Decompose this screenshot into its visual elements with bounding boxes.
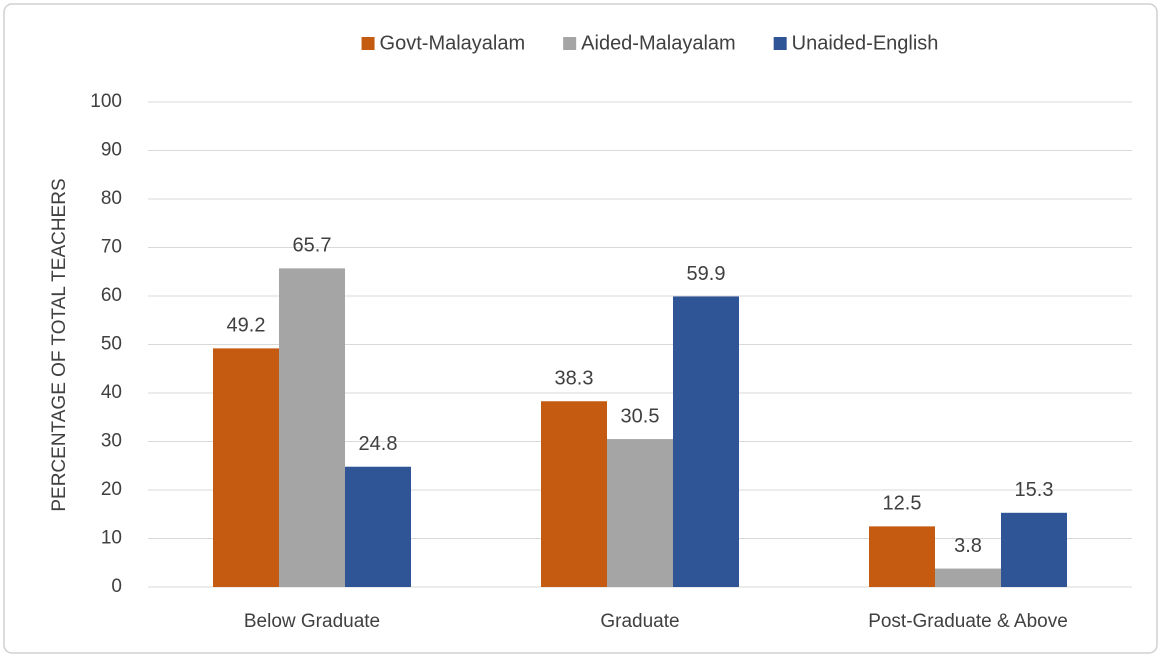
bar bbox=[1001, 512, 1067, 587]
bar bbox=[213, 348, 279, 587]
data-label: 30.5 bbox=[621, 405, 660, 427]
bar bbox=[607, 439, 673, 587]
y-tick-label: 80 bbox=[101, 188, 122, 209]
bar bbox=[279, 268, 345, 587]
data-label: 49.2 bbox=[227, 315, 266, 337]
y-tick-label: 100 bbox=[90, 91, 122, 112]
data-label: 59.9 bbox=[687, 263, 726, 285]
y-tick-label: 0 bbox=[111, 576, 122, 597]
legend-swatch bbox=[773, 37, 787, 50]
data-label: 3.8 bbox=[954, 535, 982, 557]
y-tick-label: 60 bbox=[101, 285, 122, 306]
legend-label: Aided-Malayalam bbox=[581, 32, 736, 54]
data-label: 15.3 bbox=[1015, 479, 1054, 501]
legend-label: Govt-Malayalam bbox=[380, 32, 526, 54]
legend-label: Unaided-English bbox=[792, 32, 939, 54]
bar bbox=[869, 526, 935, 587]
y-tick-label: 30 bbox=[101, 431, 122, 452]
y-tick-label: 40 bbox=[101, 382, 122, 403]
bar bbox=[673, 296, 739, 587]
y-tick-label: 20 bbox=[101, 479, 122, 500]
bar bbox=[541, 401, 607, 587]
x-tick-label: Post-Graduate & Above bbox=[868, 611, 1068, 632]
data-label: 38.3 bbox=[555, 368, 594, 390]
bar bbox=[935, 568, 1001, 587]
y-axis-label: PERCENTAGE OF TOTAL TEACHERS bbox=[49, 178, 70, 511]
x-tick-label: Below Graduate bbox=[244, 611, 380, 632]
y-tick-label: 70 bbox=[101, 237, 122, 258]
x-tick-label: Graduate bbox=[600, 611, 679, 632]
data-label: 65.7 bbox=[293, 235, 332, 257]
data-label: 24.8 bbox=[359, 433, 398, 455]
legend-swatch bbox=[361, 37, 375, 50]
y-tick-label: 90 bbox=[101, 140, 122, 161]
y-tick-label: 50 bbox=[101, 334, 122, 355]
y-tick-label: 10 bbox=[101, 528, 122, 549]
legend-swatch bbox=[563, 37, 577, 50]
data-label: 12.5 bbox=[883, 493, 922, 515]
bar bbox=[345, 466, 411, 587]
